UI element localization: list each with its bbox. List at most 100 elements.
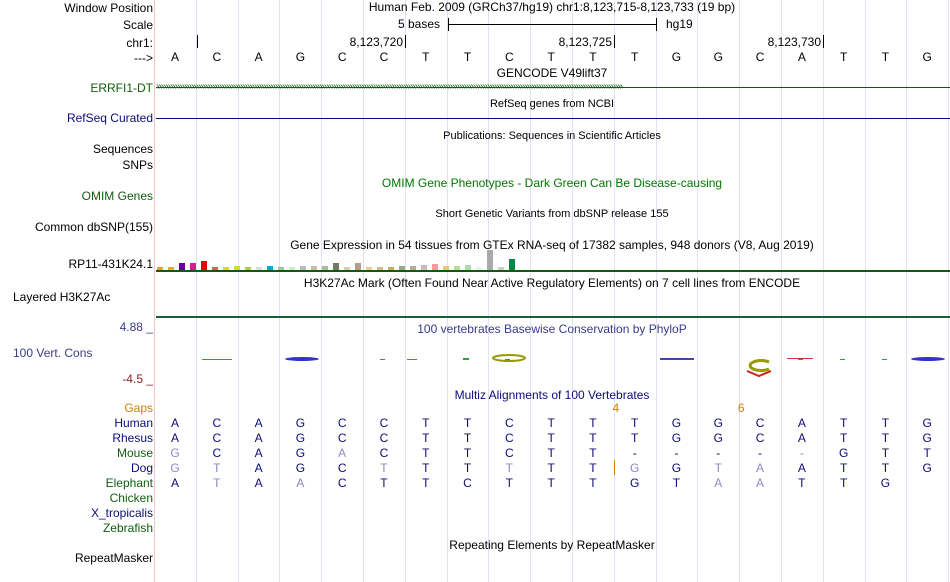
gtex-tissue-bar[interactable] bbox=[267, 266, 273, 270]
species-label[interactable]: Rhesus bbox=[112, 431, 153, 445]
reference-base: T bbox=[881, 50, 890, 64]
gtex-tissue-bar[interactable] bbox=[212, 267, 218, 270]
gencode-gene-line[interactable] bbox=[156, 87, 950, 88]
alignment-base: G bbox=[838, 446, 849, 460]
alignment-base: C bbox=[337, 416, 347, 430]
gtex-tissue-bar[interactable] bbox=[289, 267, 295, 270]
reference-base: G bbox=[922, 50, 932, 64]
gtex-tissue-bar[interactable] bbox=[421, 265, 427, 270]
gtex-tissue-bar[interactable] bbox=[443, 266, 449, 270]
gtex-tissue-bar[interactable] bbox=[366, 267, 372, 270]
gtex-track-title: Gene Expression in 54 tissues from GTEx … bbox=[290, 238, 814, 252]
alignment-base: T bbox=[839, 416, 848, 430]
alignment-base: T bbox=[380, 476, 388, 490]
species-label[interactable]: Mouse bbox=[116, 446, 153, 460]
omim-track-label[interactable]: OMIM Genes bbox=[81, 189, 153, 203]
phylop-green-dashes bbox=[202, 358, 887, 360]
gtex-tissue-bar[interactable] bbox=[377, 267, 383, 270]
omim-track-title: OMIM Gene Phenotypes - Dark Green Can Be… bbox=[381, 176, 723, 190]
alignment-base: A bbox=[254, 416, 263, 430]
h3k27ac-track-title: H3K27Ac Mark (Often Found Near Active Re… bbox=[303, 276, 801, 290]
phylop-track-label[interactable]: 100 Vert. Cons bbox=[13, 346, 93, 360]
gtex-tissue-bar[interactable] bbox=[487, 250, 493, 270]
repeatmasker-track-label[interactable]: RepeatMasker bbox=[74, 551, 153, 565]
reference-base: C bbox=[337, 50, 347, 64]
phylop-max-label: 4.88 _ bbox=[119, 320, 153, 334]
scale-label[interactable]: Scale bbox=[122, 18, 153, 32]
species-label[interactable]: Elephant bbox=[105, 476, 153, 490]
gtex-tissue-bar[interactable] bbox=[509, 259, 515, 270]
alignment-base: C bbox=[504, 431, 514, 445]
alignment-base: T bbox=[463, 431, 472, 445]
alignment-base: G bbox=[880, 476, 891, 490]
reference-base: T bbox=[839, 50, 848, 64]
gtex-tissue-bar[interactable] bbox=[476, 267, 482, 270]
gtex-tissue-bar[interactable] bbox=[498, 267, 504, 270]
gtex-tissue-bar[interactable] bbox=[333, 263, 339, 270]
gtex-tissue-bar[interactable] bbox=[410, 266, 416, 270]
window-position-label[interactable]: Window Position bbox=[64, 1, 153, 15]
phylop-logo-graphics[interactable] bbox=[155, 340, 950, 380]
gtex-tissue-bar[interactable] bbox=[300, 266, 306, 270]
gtex-tissue-bar[interactable] bbox=[223, 267, 229, 270]
gtex-bar-graph[interactable] bbox=[156, 250, 950, 270]
gtex-tissue-bar[interactable] bbox=[322, 266, 328, 270]
publications-snps-label[interactable]: SNPs bbox=[122, 158, 153, 172]
alignment-base: C bbox=[337, 476, 347, 490]
gtex-tissue-bar[interactable] bbox=[234, 266, 240, 270]
strand-label[interactable]: ---> bbox=[134, 51, 153, 65]
reference-base: T bbox=[589, 50, 597, 64]
gtex-tissue-bar[interactable] bbox=[465, 265, 471, 270]
alignment-base: T bbox=[881, 461, 890, 475]
alignment-base: G bbox=[295, 461, 306, 475]
refseq-gene-line[interactable] bbox=[156, 118, 950, 119]
gtex-tissue-bar[interactable] bbox=[179, 263, 185, 270]
species-label[interactable]: Human bbox=[114, 416, 153, 430]
h3k27ac-track-label[interactable]: Layered H3K27Ac bbox=[13, 290, 111, 304]
gtex-tissue-bar[interactable] bbox=[256, 267, 262, 270]
species-label[interactable]: X_tropicalis bbox=[90, 506, 153, 520]
alignment-base: T bbox=[422, 416, 430, 430]
alignment-base: G bbox=[713, 416, 723, 430]
gtex-tissue-bar[interactable] bbox=[201, 261, 207, 270]
alignment-base: C bbox=[755, 431, 765, 445]
gtex-tissue-bar[interactable] bbox=[157, 267, 163, 270]
gtex-tissue-bar[interactable] bbox=[454, 266, 460, 270]
multiz-track-title: Multiz Alignments of 100 Vertebrates bbox=[454, 388, 650, 402]
species-label[interactable]: Chicken bbox=[109, 491, 153, 505]
alignment-base: T bbox=[547, 446, 555, 460]
gtex-tissue-bar[interactable] bbox=[344, 267, 350, 270]
species-label[interactable]: Dog bbox=[130, 461, 153, 475]
coordinate-label: 8,123,725 bbox=[558, 35, 612, 49]
alignment-base: T bbox=[631, 431, 639, 445]
gtex-tissue-bar[interactable] bbox=[432, 264, 438, 270]
alignment-base: G bbox=[671, 431, 682, 445]
reference-base: A bbox=[797, 50, 806, 64]
gtex-track-label[interactable]: RP11-431K24.1 bbox=[68, 257, 153, 271]
gtex-tissue-bar[interactable] bbox=[190, 263, 196, 270]
alignment-base: T bbox=[547, 416, 555, 430]
gencode-track-label[interactable]: ERRFI1-DT bbox=[90, 81, 153, 95]
refseq-track-label[interactable]: RefSeq Curated bbox=[66, 111, 153, 125]
species-label[interactable]: Zebrafish bbox=[102, 521, 153, 535]
h3k27ac-baseline bbox=[156, 316, 950, 318]
publications-sequences-label[interactable]: Sequences bbox=[92, 142, 153, 156]
gtex-tissue-bar[interactable] bbox=[355, 263, 361, 270]
assembly-title: Human Feb. 2009 (GRCh37/hg19) chr1:8,123… bbox=[368, 0, 736, 14]
chromosome-label[interactable]: chr1: bbox=[126, 36, 153, 50]
gtex-tissue-bar[interactable] bbox=[388, 267, 394, 270]
alignment-base: T bbox=[839, 461, 848, 475]
gtex-tissue-bar[interactable] bbox=[399, 266, 405, 270]
gtex-tissue-bar[interactable] bbox=[245, 267, 251, 270]
dbsnp-track-label[interactable]: Common dbSNP(155) bbox=[34, 220, 153, 234]
gaps-label: Gaps bbox=[124, 401, 153, 415]
alignment-base: T bbox=[547, 461, 555, 475]
gtex-tissue-bar[interactable] bbox=[311, 266, 317, 270]
alignment-base: - bbox=[632, 446, 637, 460]
alignment-base: C bbox=[379, 416, 389, 430]
coordinate-tick bbox=[614, 35, 615, 48]
phylop-olive-mark bbox=[492, 354, 526, 362]
gtex-tissue-bar[interactable] bbox=[168, 267, 174, 270]
gtex-tissue-bar[interactable] bbox=[278, 267, 284, 270]
